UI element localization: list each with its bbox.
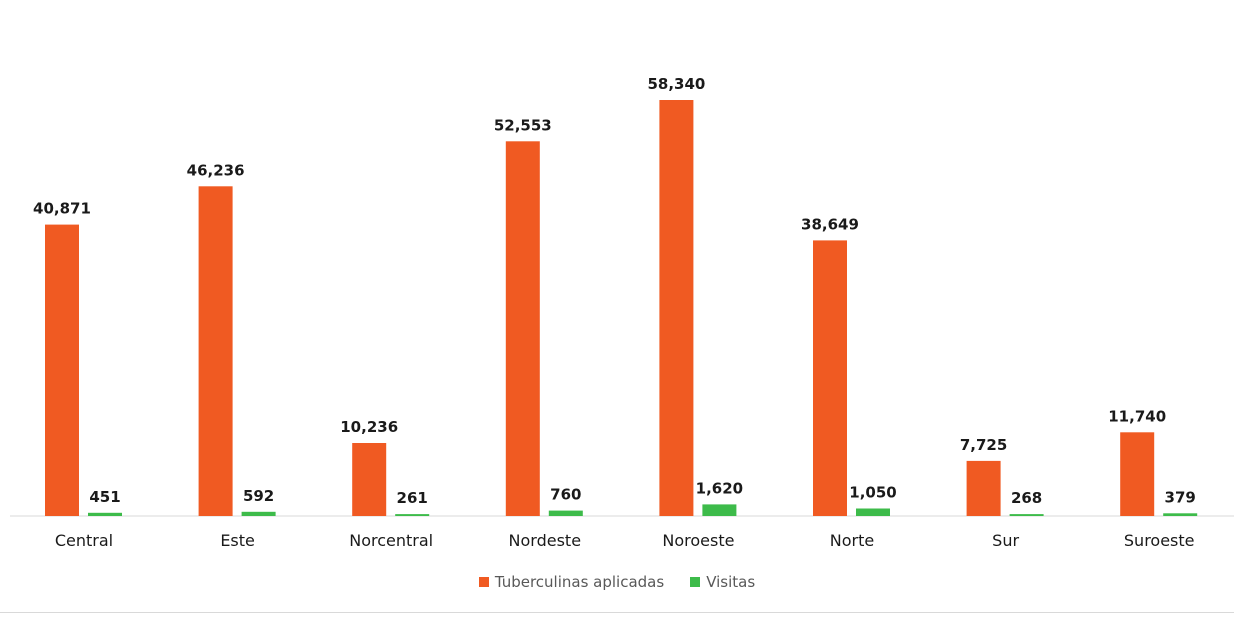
category-label-central: Central xyxy=(55,531,113,550)
bar-visitas-sur xyxy=(1009,514,1044,516)
bottom-divider xyxy=(0,612,1234,613)
bar-tuberculinas-este xyxy=(198,186,233,517)
data-label-tuberculinas-norte: 38,649 xyxy=(801,215,859,233)
category-label-suroeste: Suroeste xyxy=(1124,531,1195,550)
bar-tuberculinas-nordeste xyxy=(505,141,540,517)
data-label-visitas-central: 451 xyxy=(89,488,120,506)
bar-visitas-nordeste xyxy=(548,510,583,516)
data-label-visitas-norcentral: 261 xyxy=(397,489,428,507)
legend-label-visitas: Visitas xyxy=(706,573,756,591)
bar-visitas-suroeste xyxy=(1163,513,1198,516)
data-label-visitas-este: 592 xyxy=(243,487,274,505)
bar-tuberculinas-central xyxy=(45,224,79,516)
bar-visitas-este xyxy=(241,511,276,516)
data-label-tuberculinas-central: 40,871 xyxy=(33,200,91,218)
data-label-tuberculinas-sur: 7,725 xyxy=(960,436,1007,454)
category-label-noroeste: Noroeste xyxy=(662,531,734,550)
bar-tuberculinas-noroeste xyxy=(659,100,694,516)
legend-swatch-visitas xyxy=(690,577,701,587)
data-label-visitas-suroeste: 379 xyxy=(1165,488,1196,506)
data-label-visitas-sur: 268 xyxy=(1011,489,1042,507)
bar-visitas-noroeste xyxy=(702,504,737,516)
legend: Tuberculinas aplicadas Visitas xyxy=(0,570,1234,594)
data-label-tuberculinas-norcentral: 10,236 xyxy=(340,418,398,436)
category-label-nordeste: Nordeste xyxy=(509,531,582,550)
category-label-sur: Sur xyxy=(992,531,1019,550)
category-label-norcentral: Norcentral xyxy=(349,531,433,550)
bar-visitas-norcentral xyxy=(395,514,430,516)
data-label-visitas-norte: 1,050 xyxy=(849,484,896,502)
legend-item-tuberculinas: Tuberculinas aplicadas xyxy=(478,573,665,591)
bar-visitas-central xyxy=(88,512,122,516)
bar-tuberculinas-suroeste xyxy=(1120,432,1155,516)
bar-tuberculinas-norcentral xyxy=(352,443,387,516)
legend-swatch-tuberculinas xyxy=(478,577,489,587)
bar-visitas-norte xyxy=(856,508,890,516)
data-label-tuberculinas-noroeste: 58,340 xyxy=(647,75,705,93)
category-label-norte: Norte xyxy=(830,531,874,550)
data-label-visitas-noroeste: 1,620 xyxy=(696,479,743,497)
bar-tuberculinas-sur xyxy=(966,460,1001,516)
data-label-tuberculinas-este: 46,236 xyxy=(187,161,245,179)
legend-item-visitas: Visitas xyxy=(690,573,755,591)
bar-tuberculinas-norte xyxy=(813,240,847,516)
data-label-tuberculinas-suroeste: 11,740 xyxy=(1108,407,1166,425)
category-label-este: Este xyxy=(220,531,255,550)
legend-label-tuberculinas: Tuberculinas aplicadas xyxy=(494,573,665,591)
data-label-tuberculinas-nordeste: 52,553 xyxy=(494,116,552,134)
bars-group xyxy=(45,100,1198,517)
data-label-visitas-nordeste: 760 xyxy=(550,486,581,504)
labels-group: 40,871 451 Central 46,236 592 Este 10,236 261 No… xyxy=(33,75,1196,550)
